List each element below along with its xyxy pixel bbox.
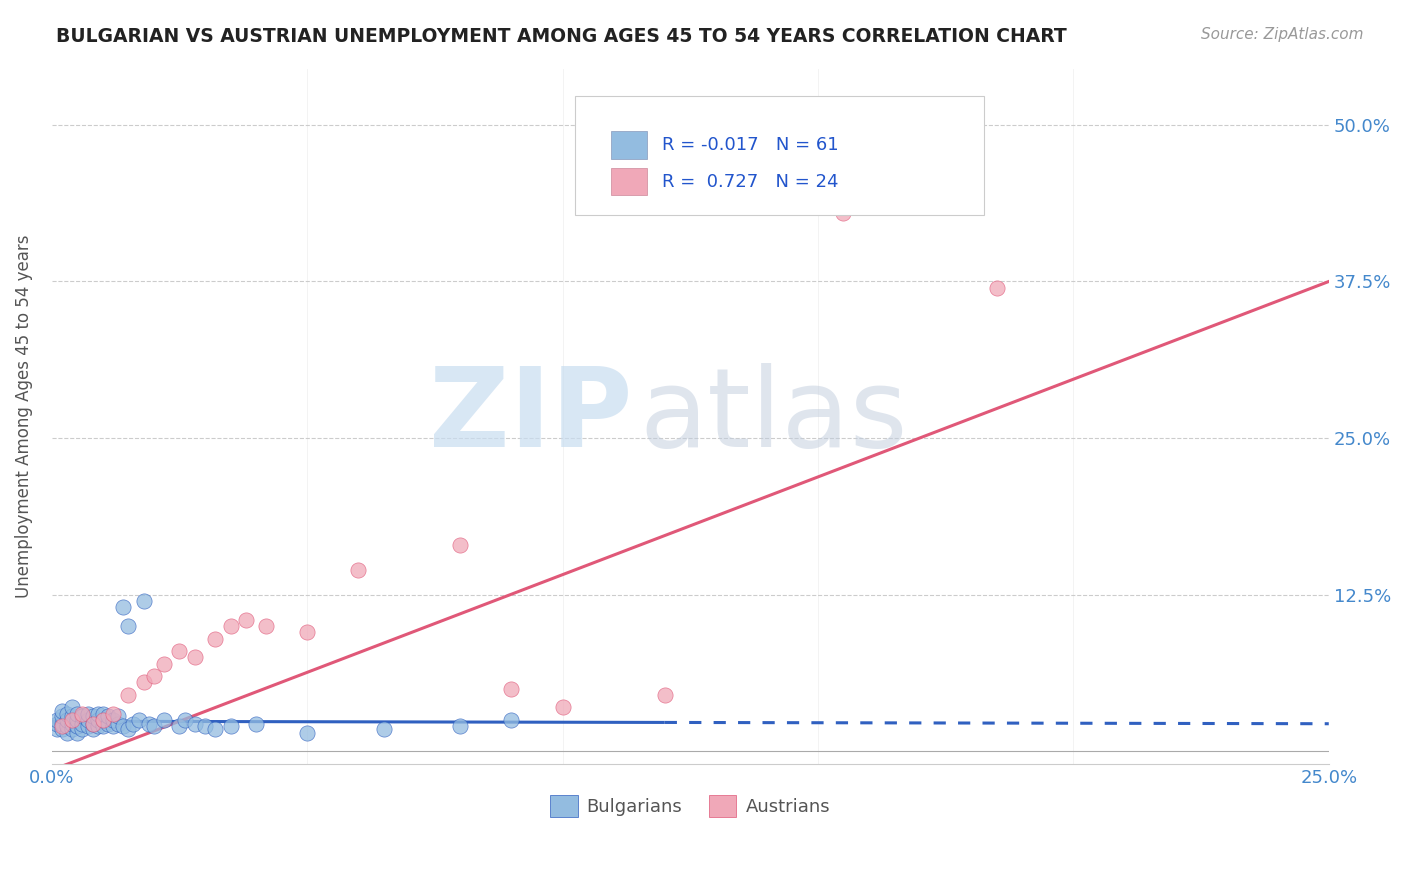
Text: Source: ZipAtlas.com: Source: ZipAtlas.com <box>1201 27 1364 42</box>
Point <box>132 594 155 608</box>
Point <box>101 719 124 733</box>
Point <box>45 722 67 736</box>
Point <box>91 713 114 727</box>
FancyBboxPatch shape <box>575 96 984 215</box>
Point <box>986 281 1008 295</box>
Point <box>66 713 89 727</box>
Point <box>117 688 139 702</box>
Point <box>51 722 73 736</box>
Point <box>66 725 89 739</box>
Point <box>194 719 217 733</box>
Point <box>219 619 242 633</box>
Point <box>245 716 267 731</box>
Point <box>45 716 67 731</box>
Point <box>169 644 191 658</box>
Text: BULGARIAN VS AUSTRIAN UNEMPLOYMENT AMONG AGES 45 TO 54 YEARS CORRELATION CHART: BULGARIAN VS AUSTRIAN UNEMPLOYMENT AMONG… <box>56 27 1067 45</box>
Point <box>112 600 135 615</box>
Text: R =  0.727   N = 24: R = 0.727 N = 24 <box>662 172 838 191</box>
Point <box>347 563 370 577</box>
Point <box>82 716 104 731</box>
Point <box>101 713 124 727</box>
Bar <box>612 168 647 195</box>
Point <box>76 719 98 733</box>
Text: atlas: atlas <box>640 363 908 470</box>
Point <box>142 669 165 683</box>
Point <box>219 719 242 733</box>
Point <box>138 716 160 731</box>
Point <box>60 713 83 727</box>
Point <box>56 706 79 721</box>
Point <box>72 716 94 731</box>
Point <box>60 709 83 723</box>
Point <box>97 716 120 731</box>
Point <box>117 722 139 736</box>
Point <box>56 713 79 727</box>
Point <box>91 706 114 721</box>
Point <box>117 619 139 633</box>
Point <box>204 722 226 736</box>
Point <box>51 719 73 733</box>
Point <box>373 722 395 736</box>
Point <box>449 719 471 733</box>
Text: R = -0.017   N = 61: R = -0.017 N = 61 <box>662 136 839 154</box>
Text: ZIP: ZIP <box>429 363 633 470</box>
Point <box>72 706 94 721</box>
Point <box>87 706 110 721</box>
Point <box>60 700 83 714</box>
Point <box>295 625 318 640</box>
Point <box>60 716 83 731</box>
Point <box>153 713 176 727</box>
Point <box>87 719 110 733</box>
Point <box>82 716 104 731</box>
Point <box>72 709 94 723</box>
Point <box>128 713 150 727</box>
Point <box>56 725 79 739</box>
Point <box>501 681 523 696</box>
Point <box>72 722 94 736</box>
Point <box>107 709 129 723</box>
Point <box>254 619 277 633</box>
Legend: Bulgarians, Austrians: Bulgarians, Austrians <box>543 788 838 824</box>
Point <box>101 706 124 721</box>
Point <box>66 719 89 733</box>
Point <box>501 713 523 727</box>
Point <box>235 613 257 627</box>
Point <box>76 706 98 721</box>
Point <box>51 716 73 731</box>
Y-axis label: Unemployment Among Ages 45 to 54 years: Unemployment Among Ages 45 to 54 years <box>15 235 32 598</box>
Point <box>107 716 129 731</box>
Point <box>654 688 676 702</box>
Point <box>76 713 98 727</box>
Point <box>51 709 73 723</box>
Point <box>551 700 574 714</box>
Point <box>97 709 120 723</box>
Point <box>122 716 145 731</box>
Point <box>56 719 79 733</box>
Point <box>45 713 67 727</box>
Point <box>169 719 191 733</box>
Point <box>832 205 855 219</box>
Point <box>449 538 471 552</box>
Point <box>82 709 104 723</box>
Point <box>184 650 207 665</box>
Point <box>204 632 226 646</box>
Point <box>153 657 176 671</box>
Point <box>142 719 165 733</box>
Point <box>51 704 73 718</box>
Bar <box>612 131 647 159</box>
Point <box>173 713 195 727</box>
Point <box>60 722 83 736</box>
Point <box>112 719 135 733</box>
Point <box>295 725 318 739</box>
Point <box>82 722 104 736</box>
Point <box>184 716 207 731</box>
Point <box>91 713 114 727</box>
Point <box>87 713 110 727</box>
Point <box>132 675 155 690</box>
Point <box>91 719 114 733</box>
Point <box>66 706 89 721</box>
